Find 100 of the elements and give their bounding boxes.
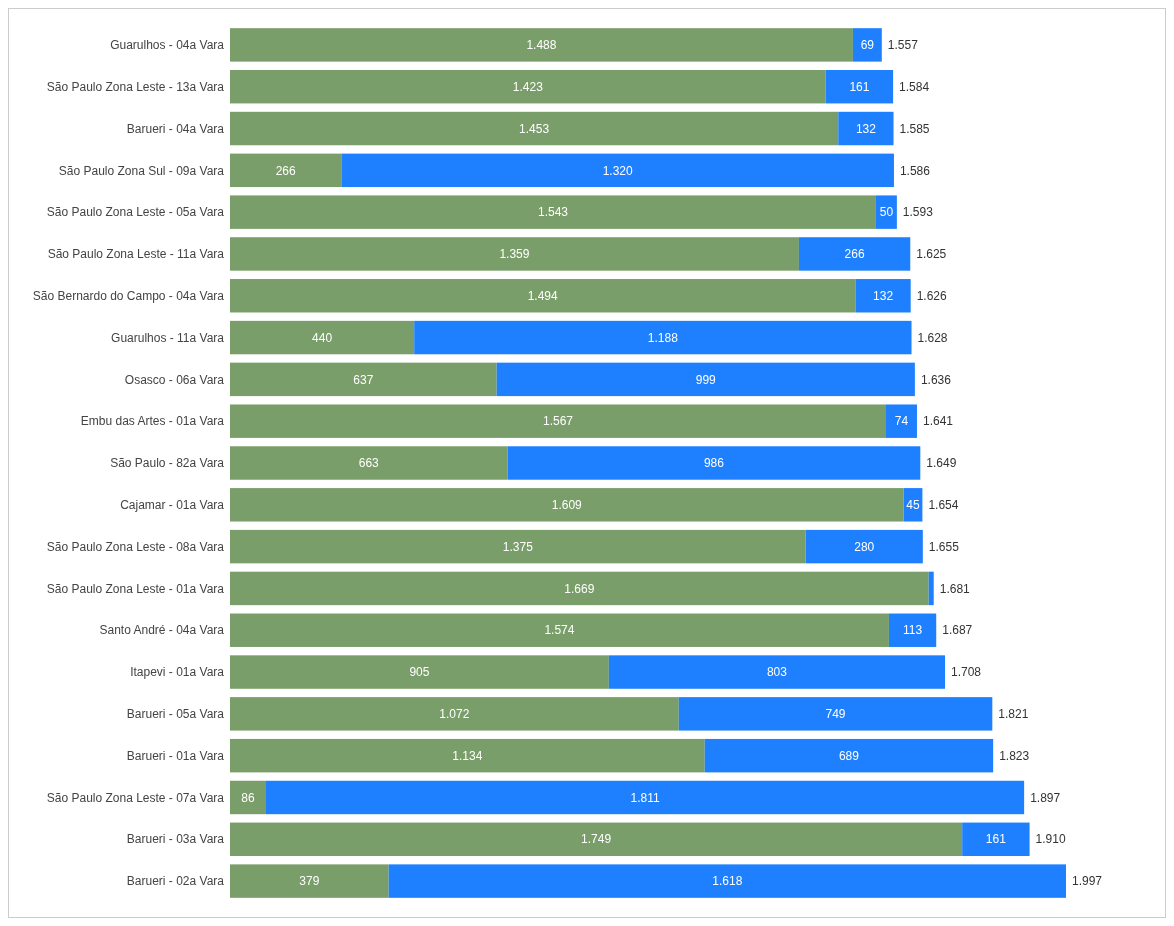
bar (388, 864, 1066, 898)
data-label: 1.359 (499, 247, 530, 262)
y-tick-label: São Paulo - 82a Vara (110, 456, 225, 471)
y-tick-label: Itapevi - 01a Vara (130, 665, 225, 680)
bar (230, 111, 839, 146)
bar (230, 195, 876, 229)
y-tick-label: Barueri - 04a Vara (126, 121, 225, 136)
data-label: 161 (849, 79, 870, 94)
data-label: 86 (241, 790, 255, 805)
total-label: 1.593 (902, 205, 934, 220)
total-label: 1.687 (942, 623, 973, 638)
data-label: 266 (844, 247, 865, 262)
data-label: 1.811 (630, 790, 660, 805)
y-tick-label: São Paulo Zona Leste - 01a Vara (46, 581, 225, 596)
total-label: 1.584 (899, 79, 930, 94)
bar (230, 320, 415, 355)
data-label: 1.543 (537, 205, 569, 220)
bar (230, 738, 705, 773)
data-label: 161 (985, 832, 1007, 847)
y-tick-label: Embu das Artes - 01a Vara (80, 414, 225, 429)
bar (230, 404, 886, 438)
data-label: 1.609 (551, 498, 583, 513)
bar (230, 279, 856, 313)
bar (855, 279, 911, 313)
data-label: 69 (860, 38, 875, 53)
total-label: 1.821 (998, 707, 1029, 722)
total-label: 1.997 (1072, 874, 1103, 889)
bar (230, 237, 799, 271)
y-tick-label: Barueri - 02a Vara (126, 874, 225, 889)
y-tick-label: São Paulo Zona Sul - 09a Vara (58, 163, 225, 178)
total-label: 1.681 (939, 581, 971, 596)
data-label: 1.488 (526, 38, 557, 53)
y-tick-label: São Paulo Zona Leste - 08a Vara (46, 539, 225, 554)
data-label: 1.375 (502, 539, 534, 554)
data-label: 266 (275, 163, 297, 178)
bar (230, 446, 508, 480)
y-tick-label: Guarulhos - 04a Vara (110, 38, 225, 53)
total-label: 1.628 (917, 330, 948, 345)
bar (962, 822, 1030, 857)
total-label: 1.655 (928, 539, 960, 554)
bar (798, 237, 911, 271)
bar (230, 655, 609, 689)
total-label: 1.626 (916, 288, 948, 303)
y-tick-label: São Paulo Zona Leste - 13a Vara (46, 79, 225, 94)
data-label: 986 (703, 456, 725, 471)
bar (496, 362, 915, 397)
total-label: 1.910 (1035, 832, 1066, 847)
y-tick-label: Osasco - 06a Vara (124, 372, 225, 387)
y-tick-label: Santo André - 04a Vara (99, 623, 225, 638)
bar (928, 571, 934, 606)
bar (341, 153, 894, 188)
bar (230, 69, 826, 104)
data-label: 1.453 (519, 121, 550, 136)
bar (230, 488, 904, 522)
data-label: 905 (409, 665, 430, 680)
y-tick-label: São Paulo Zona Leste - 11a Vara (47, 247, 225, 262)
data-label: 1.574 (544, 623, 575, 638)
total-label: 1.557 (887, 38, 919, 53)
bar (805, 529, 923, 564)
data-label: 689 (838, 748, 860, 763)
bar (888, 613, 937, 647)
bar (608, 655, 946, 689)
bar (230, 613, 889, 647)
data-label: 1.669 (564, 581, 595, 596)
data-label: 1.072 (439, 707, 470, 722)
data-label: 1.423 (512, 79, 544, 94)
bar (230, 571, 929, 606)
bar (230, 697, 679, 731)
bar (875, 195, 897, 229)
total-label: 1.708 (951, 665, 982, 680)
bar (507, 446, 921, 480)
total-label: 1.625 (916, 247, 947, 262)
y-tick-label: Barueri - 05a Vara (126, 707, 225, 722)
data-label: 379 (299, 874, 320, 889)
data-label: 132 (855, 121, 877, 136)
total-label: 1.636 (920, 372, 952, 387)
bar (230, 28, 853, 62)
total-label: 1.586 (899, 163, 931, 178)
bar (230, 864, 389, 898)
data-label: 132 (873, 288, 894, 303)
y-tick-label: Guarulhos - 11a Vara (111, 330, 225, 345)
data-label: 1.618 (712, 874, 743, 889)
bar (230, 362, 497, 397)
data-label: 50 (879, 205, 894, 220)
total-label: 1.823 (999, 748, 1030, 763)
data-label: 637 (353, 372, 374, 387)
total-label: 1.649 (926, 456, 957, 471)
bar (852, 28, 882, 62)
total-label: 1.654 (928, 498, 959, 513)
data-label: 999 (695, 372, 717, 387)
y-tick-label: São Paulo Zona Leste - 05a Vara (46, 205, 225, 220)
data-label: 440 (312, 330, 333, 345)
data-label: 45 (906, 498, 920, 513)
data-label: 749 (825, 707, 846, 722)
data-label: 1.134 (452, 748, 483, 763)
y-tick-label: Barueri - 01a Vara (126, 748, 225, 763)
bar (885, 404, 917, 438)
bar (266, 780, 1025, 815)
data-label: 1.320 (602, 163, 633, 178)
bar (838, 111, 894, 146)
